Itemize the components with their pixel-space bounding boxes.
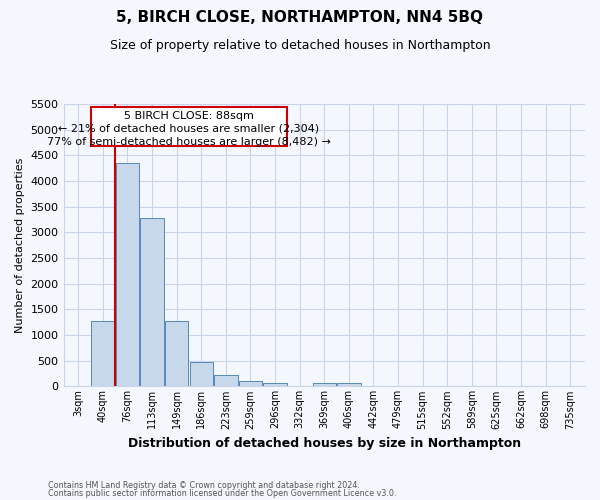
- Bar: [91, 106, 287, 146]
- Text: Contains HM Land Registry data © Crown copyright and database right 2024.: Contains HM Land Registry data © Crown c…: [48, 481, 360, 490]
- Bar: [91, 320, 115, 386]
- Bar: [190, 362, 213, 386]
- Bar: [337, 384, 361, 386]
- Text: 5 BIRCH CLOSE: 88sqm
← 21% of detached houses are smaller (2,304)
77% of semi-de: 5 BIRCH CLOSE: 88sqm ← 21% of detached h…: [47, 110, 331, 147]
- Text: Contains public sector information licensed under the Open Government Licence v3: Contains public sector information licen…: [48, 489, 397, 498]
- Bar: [140, 218, 164, 386]
- Y-axis label: Number of detached properties: Number of detached properties: [15, 158, 25, 333]
- Bar: [116, 162, 139, 386]
- Text: Size of property relative to detached houses in Northampton: Size of property relative to detached ho…: [110, 39, 490, 52]
- Bar: [263, 384, 287, 386]
- X-axis label: Distribution of detached houses by size in Northampton: Distribution of detached houses by size …: [128, 437, 521, 450]
- Bar: [313, 384, 336, 386]
- Text: 5, BIRCH CLOSE, NORTHAMPTON, NN4 5BQ: 5, BIRCH CLOSE, NORTHAMPTON, NN4 5BQ: [116, 10, 484, 25]
- Bar: [239, 382, 262, 386]
- Bar: [165, 320, 188, 386]
- Bar: [214, 375, 238, 386]
